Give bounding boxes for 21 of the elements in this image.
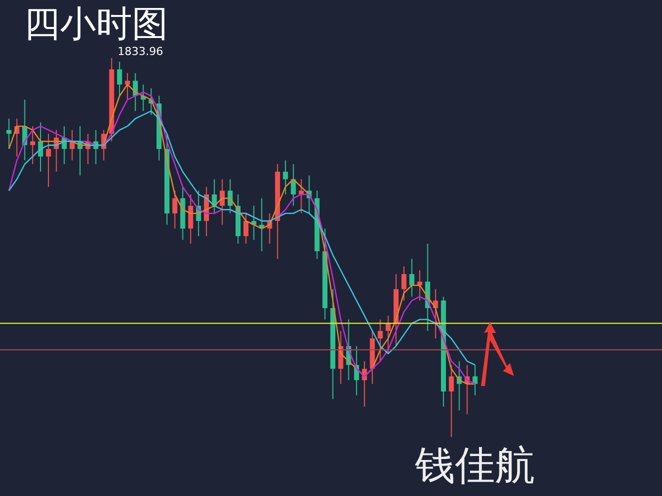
candlestick	[117, 61, 122, 96]
candlestick	[6, 118, 12, 150]
candlestick	[30, 126, 36, 165]
candlestick	[172, 190, 178, 230]
candlestick	[401, 266, 406, 302]
candlestick	[124, 72, 130, 100]
candlestick	[243, 212, 248, 244]
candlestick	[409, 258, 414, 298]
candlestick	[298, 178, 304, 214]
chart-title: 四小时图	[24, 4, 168, 45]
candlestick	[386, 315, 391, 354]
candlestick	[228, 178, 233, 214]
annotation: 1833.96	[118, 45, 164, 58]
candlestick	[378, 319, 383, 362]
candlestick	[448, 364, 454, 438]
candlestick	[417, 270, 422, 302]
candlestick	[282, 160, 288, 195]
candlestick	[46, 133, 51, 188]
candlestick	[220, 178, 225, 226]
candlestick	[188, 194, 194, 244]
text: 钱佳航	[414, 443, 535, 489]
